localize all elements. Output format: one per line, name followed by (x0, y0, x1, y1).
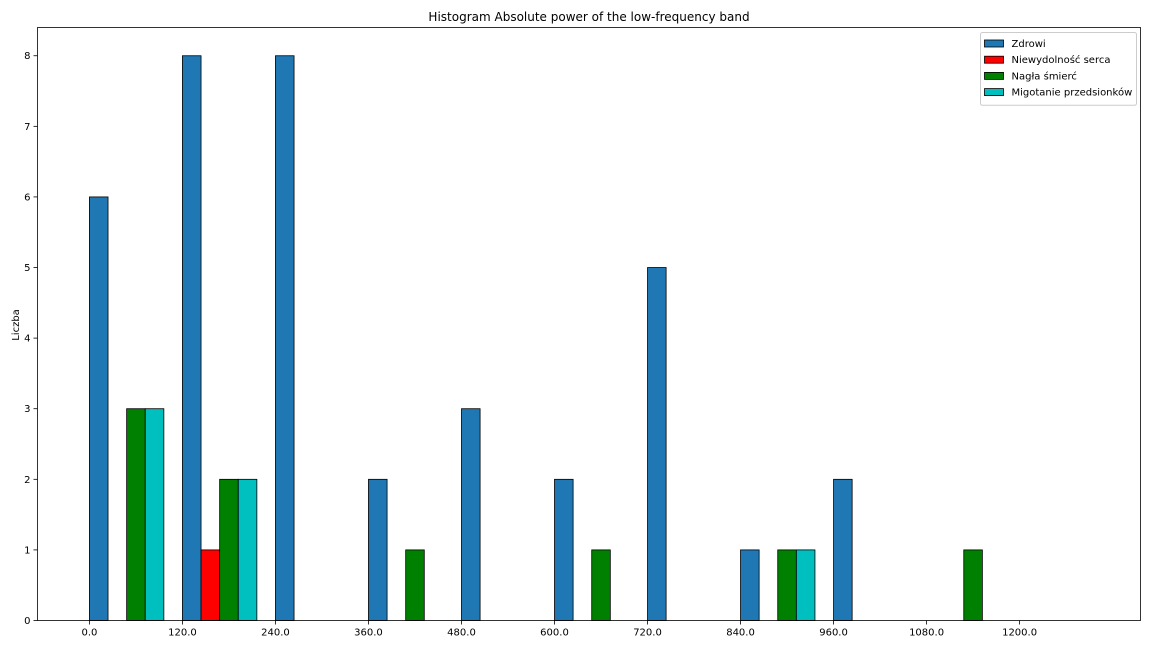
bar (182, 55, 202, 621)
x-tick-label: 600.0 (540, 628, 569, 639)
legend-swatch (984, 72, 1004, 80)
x-tick-label: 120.0 (168, 628, 197, 639)
bar (237, 478, 258, 621)
legend-label: Zdrowi (1012, 39, 1046, 50)
y-tick-label: 6 (24, 192, 30, 203)
bar (368, 478, 388, 621)
legend-swatch (984, 55, 1004, 64)
bar (126, 408, 146, 621)
bar (275, 55, 295, 621)
bar (405, 549, 425, 621)
x-tick-label: 840.0 (726, 628, 755, 639)
legend-label: Migotanie przedsionków (1012, 87, 1133, 99)
y-tick-label: 4 (24, 334, 30, 345)
bar (740, 549, 760, 621)
x-tick-label: 480.0 (447, 628, 476, 639)
chart-title: Histogram Absolute power of the low-freq… (428, 10, 749, 24)
y-tick-label: 2 (24, 475, 30, 486)
x-tick-label: 360.0 (354, 628, 383, 639)
x-tick-label: 1200.0 (1002, 628, 1037, 639)
bar (200, 549, 221, 621)
x-tick-label: 1080.0 (909, 628, 944, 639)
legend-box (980, 32, 1137, 106)
legend-swatch (984, 39, 1004, 48)
y-tick-label: 5 (24, 263, 30, 274)
x-tick-label: 240.0 (261, 628, 290, 639)
legend-swatch (984, 88, 1004, 96)
y-axis-ticks: 0 1 2 3 4 5 6 7 8 (24, 51, 38, 627)
bar (777, 549, 797, 621)
bar (219, 478, 239, 621)
y-tick-label: 0 (24, 616, 30, 627)
y-tick-label: 8 (24, 51, 30, 62)
legend: Zdrowi Niewydolność serca Nagła śmierć Migo… (980, 32, 1137, 106)
x-tick-label: 0.0 (81, 628, 97, 639)
bar (554, 478, 574, 621)
bar (795, 549, 816, 621)
plot-area-frame (37, 27, 1141, 621)
bar (647, 267, 667, 621)
bar (144, 408, 165, 621)
bar (591, 549, 611, 621)
y-tick-label: 7 (24, 122, 30, 133)
bars-layer (89, 55, 983, 621)
bar (833, 478, 853, 621)
bar (89, 196, 109, 621)
bar (461, 408, 481, 621)
bar (963, 549, 983, 621)
legend-label: Niewydolność serca (1012, 54, 1111, 66)
y-axis-label: Liczba (11, 309, 22, 341)
x-tick-label: 720.0 (633, 628, 662, 639)
y-tick-label: 1 (24, 545, 30, 556)
x-tick-label: 960.0 (819, 628, 848, 639)
y-tick-label: 3 (24, 404, 30, 415)
legend-label: Nagła śmierć (1012, 70, 1077, 82)
x-axis-ticks: 0.0 120.0 240.0 360.0 480.0 600.0 720.0 840.0 96… (81, 620, 1037, 639)
